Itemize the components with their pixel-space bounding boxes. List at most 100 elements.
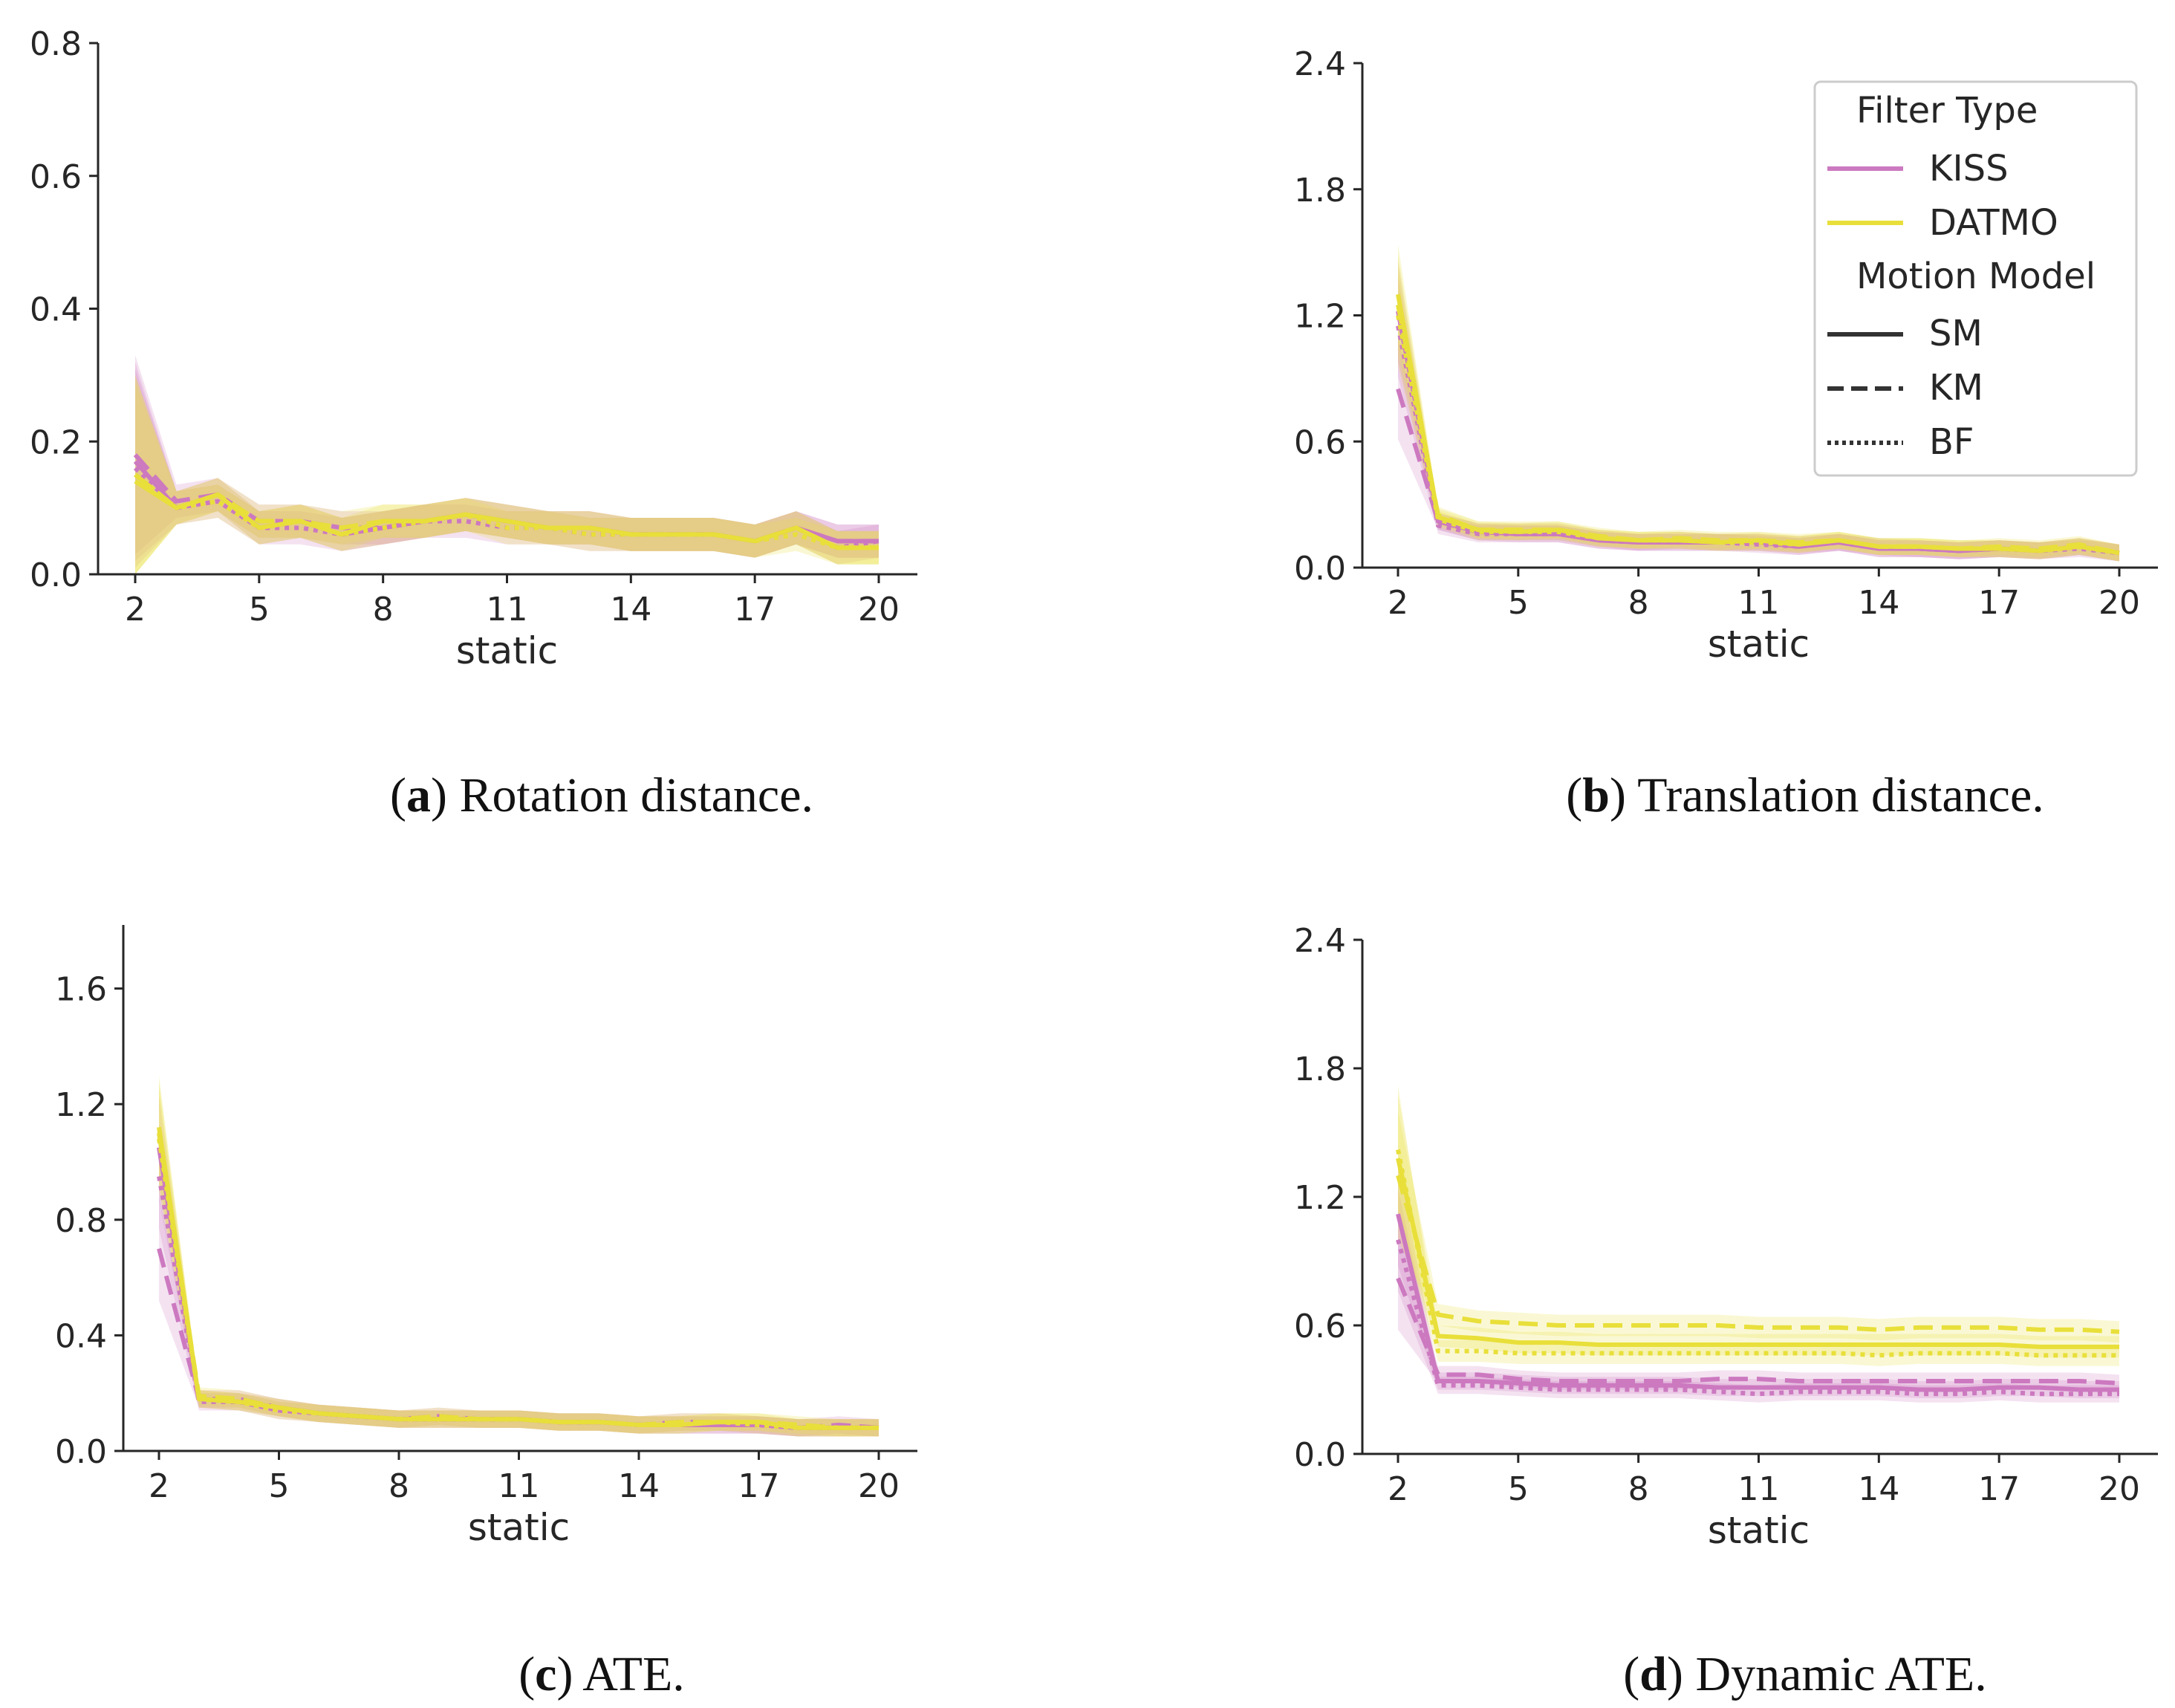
y-tick-label: 1.8: [1294, 1051, 1346, 1088]
y-tick-label: 0.4: [30, 291, 82, 329]
x-tick-label: 20: [2098, 1470, 2140, 1508]
x-tick-label: 5: [1508, 1470, 1529, 1508]
x-tick-label: 11: [487, 591, 528, 629]
line-kiss-km: [1396, 1277, 2120, 1386]
x-tick-label: 17: [1978, 1470, 2020, 1508]
y-tick-label: 1.2: [1294, 1179, 1346, 1217]
band-kiss-bf: [1398, 275, 2119, 562]
caption-text: ) ATE.: [556, 1647, 684, 1701]
line-datmo-km: [134, 473, 879, 551]
legend-sm-label: SM: [1929, 313, 1983, 354]
caption: (d) Dynamic ATE.: [1623, 1647, 1986, 1701]
x-tick-label: 11: [1738, 1470, 1780, 1508]
x-tick-label: 2: [125, 591, 146, 629]
band-datmo-sm: [159, 1075, 879, 1437]
y-tick-label: 0.4: [55, 1317, 107, 1355]
caption: (a) Rotation distance.: [390, 768, 813, 822]
line-datmo-bf: [157, 1138, 879, 1430]
band-datmo-km: [1398, 1111, 2119, 1343]
line-datmo-bf: [1396, 314, 2120, 556]
y-tick-label: 0.0: [30, 556, 82, 594]
x-tick-label: 20: [2098, 584, 2140, 622]
caption: (b) Translation distance.: [1566, 768, 2044, 822]
panel-d-dynamic-ate: 0.0 0.6 1.2 1.8 2.4 2 5 8 11 14 17 20 static (d) Dyna…: [1294, 922, 2158, 1701]
y-tick-label: 1.2: [55, 1086, 107, 1124]
y-tick-label: 0.2: [30, 423, 82, 461]
band-kiss-sm: [135, 362, 879, 562]
x-tick-label: 2: [149, 1467, 169, 1505]
line-kiss-sm: [1396, 1213, 2119, 1392]
y-tick-label: 0.0: [1294, 550, 1346, 588]
band-datmo-sm: [1398, 1094, 2119, 1358]
line-datmo-bf: [1396, 1149, 2119, 1358]
panel-c-ate: 0.0 0.4 0.8 1.2 1.6 2 5 8 11 14 17 20 static (c) ATE.: [55, 925, 917, 1701]
x-axis-label: static: [456, 629, 558, 672]
caption-letter: d: [1639, 1647, 1667, 1701]
caption: (c) ATE.: [518, 1647, 685, 1701]
x-tick-label: 14: [618, 1467, 660, 1505]
band-kiss-bf: [159, 1124, 879, 1437]
legend-motion-title: Motion Model: [1856, 256, 2096, 297]
x-axis-label: static: [1708, 623, 1810, 666]
caption-text: ) Dynamic ATE.: [1667, 1647, 1987, 1701]
caption-paren: (: [518, 1647, 535, 1701]
caption-paren: (: [390, 768, 406, 822]
caption-letter: b: [1582, 768, 1610, 822]
panel-b-translation-distance: 0.0 0.6 1.2 1.8 2.4 2 5 8 11 14 17 20 static (b) Tran…: [1294, 45, 2158, 822]
y-tick-label: 0.6: [30, 158, 82, 196]
legend-kiss-label: KISS: [1929, 148, 2009, 189]
caption-letter: c: [535, 1647, 556, 1701]
caption-paren: (: [1566, 768, 1582, 822]
line-datmo-km: [157, 1132, 879, 1430]
x-tick-label: 8: [388, 1467, 409, 1505]
x-tick-label: 2: [1388, 1470, 1408, 1508]
legend-bf-label: BF: [1929, 421, 1974, 463]
x-tick-label: 8: [1628, 584, 1649, 622]
y-tick-label: 0.8: [30, 25, 82, 63]
x-axis-label: static: [1708, 1509, 1810, 1552]
x-tick-label: 2: [1388, 584, 1408, 622]
band-kiss-sm: [159, 1095, 879, 1437]
caption-text: ) Translation distance.: [1610, 768, 2044, 822]
x-tick-label: 17: [734, 591, 776, 629]
line-datmo-bf: [134, 473, 879, 551]
legend: Filter Type KISS DATMO Motion Model SM K…: [1813, 80, 2138, 477]
y-tick-label: 0.6: [1294, 423, 1346, 461]
caption-paren: (: [1623, 1647, 1639, 1701]
x-tick-label: 14: [610, 591, 651, 629]
y-tick-label: 2.4: [1294, 45, 1346, 83]
y-tick-label: 0.0: [1294, 1436, 1346, 1474]
x-tick-label: 20: [858, 1467, 900, 1505]
x-tick-label: 5: [1508, 584, 1529, 622]
band-datmo-bf: [135, 374, 879, 574]
line-datmo-sm: [157, 1126, 879, 1430]
y-tick-label: 0.6: [1294, 1308, 1346, 1345]
y-tick-label: 1.6: [55, 971, 107, 1009]
y-tick-label: 1.8: [1294, 172, 1346, 210]
caption-text: ) Rotation distance.: [431, 768, 813, 822]
x-tick-label: 14: [1858, 1470, 1899, 1508]
x-tick-label: 17: [738, 1467, 780, 1505]
panel-a-rotation-distance: 0.0 0.2 0.4 0.6 0.8 2 5 8 11 14 17 20 static (a) Rota…: [30, 25, 917, 822]
band-datmo-bf: [159, 1086, 879, 1437]
band-kiss-km: [1398, 1227, 2119, 1392]
caption-letter: a: [406, 768, 431, 822]
legend-frame: [1813, 80, 2138, 477]
x-tick-label: 11: [1738, 584, 1780, 622]
y-tick-label: 2.4: [1294, 922, 1346, 960]
legend-km-label: KM: [1929, 367, 1983, 409]
y-tick-label: 0.0: [55, 1433, 107, 1471]
x-tick-label: 14: [1858, 584, 1899, 622]
x-tick-label: 5: [249, 591, 270, 629]
line-kiss-bf: [157, 1175, 879, 1430]
line-datmo-sm: [1396, 1157, 2119, 1349]
x-axis-label: static: [468, 1506, 570, 1549]
line-datmo-km: [1396, 1175, 2120, 1334]
x-tick-label: 8: [1628, 1470, 1649, 1508]
legend-filter-title: Filter Type: [1856, 90, 2038, 131]
x-tick-label: 8: [373, 591, 394, 629]
band-kiss-bf: [135, 368, 879, 568]
x-tick-label: 11: [498, 1467, 540, 1505]
x-tick-label: 20: [858, 591, 900, 629]
